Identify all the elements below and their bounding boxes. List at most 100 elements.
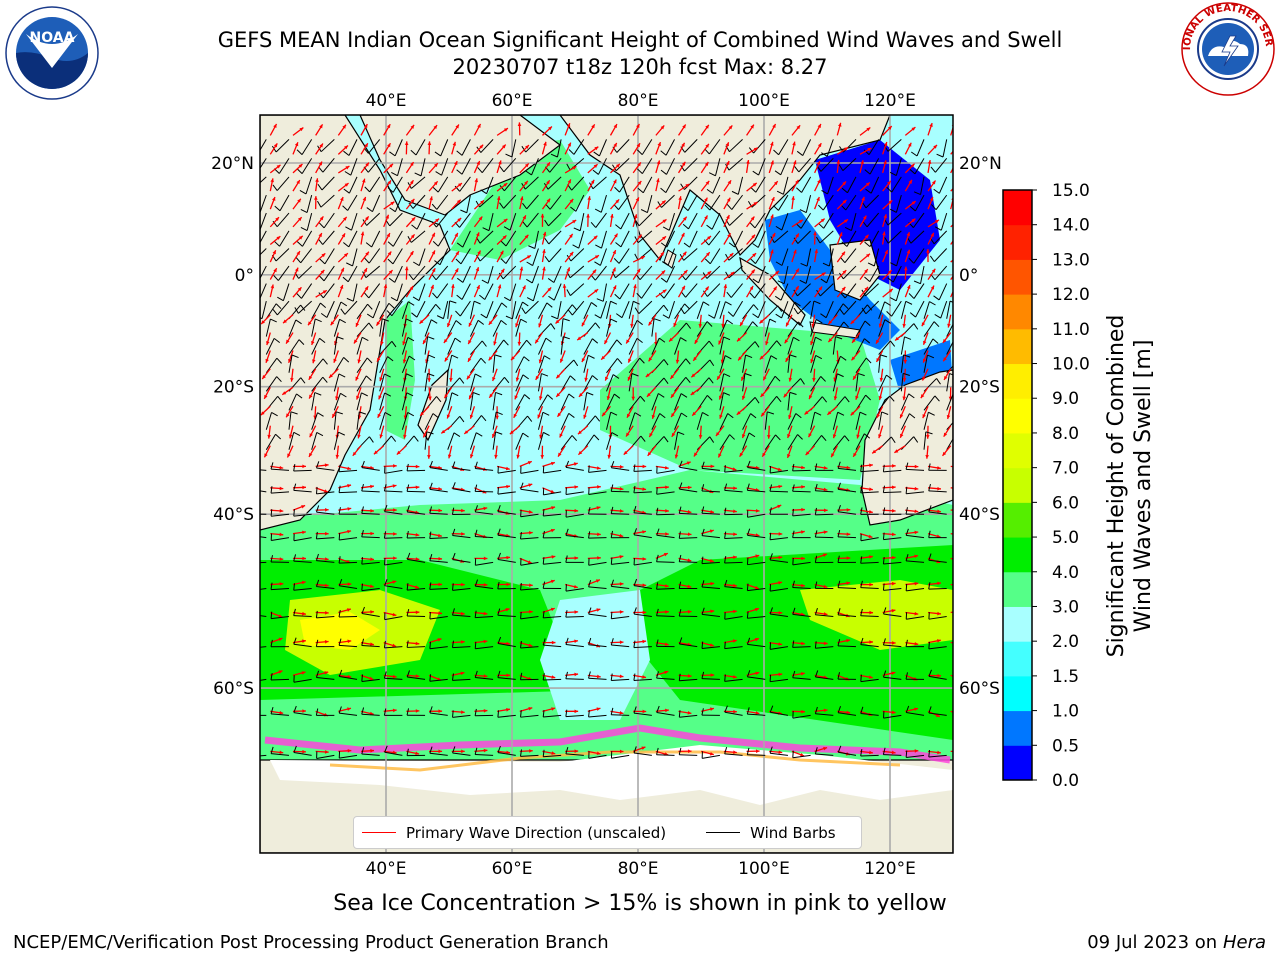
- wind-barb: [878, 354, 888, 373]
- wave-direction-arrow: [878, 314, 884, 328]
- wind-barb: [260, 194, 267, 213]
- wind-barb: [429, 553, 448, 563]
- wind-barb: [499, 194, 517, 209]
- wind-barb: [606, 300, 618, 319]
- wave-direction-arrow: [942, 332, 952, 344]
- wave-direction-arrow: [723, 252, 734, 263]
- wind-barb: [272, 176, 290, 191]
- wave-direction-arrow: [632, 284, 637, 298]
- wind-barb: [588, 709, 607, 718]
- wave-direction-arrow: [655, 235, 667, 246]
- wind-barb: [764, 375, 781, 392]
- wave-direction-arrow: [791, 179, 800, 192]
- wind-barb: [345, 212, 358, 231]
- wave-direction-arrow: [269, 164, 281, 174]
- wave-direction-arrow: [315, 531, 329, 536]
- wave-direction-arrow: [577, 445, 589, 456]
- wind-barb: [905, 528, 925, 539]
- wind-barb: [861, 300, 880, 315]
- colorbar-segment: [1003, 398, 1032, 434]
- wind-barb: [497, 487, 516, 495]
- wave-direction-arrow: [882, 199, 893, 210]
- wave-direction-arrow: [723, 214, 730, 228]
- lon-tick-label: 100°E: [738, 859, 790, 879]
- wind-barb: [356, 411, 367, 430]
- wind-barb: [610, 579, 630, 590]
- wind-barb: [379, 318, 389, 337]
- wave-direction-arrow: [451, 268, 459, 280]
- wind-barb: [769, 746, 788, 756]
- chart-title: GEFS MEAN Indian Ocean Significant Heigh…: [217, 28, 1063, 52]
- wind-barb: [860, 749, 879, 757]
- wave-direction-arrow: [451, 217, 462, 228]
- colorbar-segment: [1003, 710, 1032, 746]
- antarctic-ice-shelf: [270, 745, 953, 805]
- wave-direction-arrow: [542, 750, 556, 755]
- wind-barb: [406, 463, 426, 472]
- wave-direction-arrow: [474, 639, 488, 644]
- wave-direction-arrow: [406, 610, 420, 615]
- wave-direction-arrow: [541, 249, 546, 263]
- wind-barb: [544, 212, 562, 227]
- wind-barb: [583, 302, 598, 319]
- wind-barb: [588, 607, 607, 618]
- wave-direction-arrow: [678, 509, 692, 514]
- wave-direction-arrow: [474, 708, 488, 713]
- wave-direction-arrow: [360, 748, 375, 753]
- wave-direction-arrow: [698, 425, 703, 439]
- wind-barb: [928, 483, 947, 493]
- wave-direction-arrow: [723, 583, 737, 588]
- wind-barb: [633, 464, 652, 472]
- wind-barb: [701, 506, 720, 515]
- wave-direction-arrow: [859, 196, 865, 210]
- wave-direction-arrow: [451, 182, 463, 192]
- wind-barb: [656, 747, 675, 756]
- wave-direction-arrow: [876, 405, 884, 419]
- wind-barb: [260, 561, 267, 564]
- wave-direction-arrow: [265, 350, 271, 364]
- noaa-logo-icon: NOAA: [5, 6, 99, 100]
- wind-barb: [724, 612, 743, 620]
- land-asia: [559, 115, 891, 262]
- wave-direction-arrow: [739, 314, 748, 327]
- wind-barb: [701, 708, 720, 716]
- lat-tick-label: 20°N: [211, 154, 254, 174]
- wind-barb: [719, 413, 734, 430]
- wave-direction-arrow: [812, 368, 816, 382]
- wind-barb: [860, 608, 879, 618]
- wind-barb: [701, 556, 720, 565]
- wave-direction-arrow: [440, 425, 453, 434]
- wind-barb: [928, 641, 947, 650]
- wind-barb: [752, 300, 766, 319]
- wind-barb: [724, 746, 743, 756]
- nws-logo-icon: NATIONAL WEATHER SERVICE: [1174, 0, 1275, 96]
- wave-direction-arrow: [700, 270, 712, 281]
- wave-direction-arrow: [651, 406, 657, 420]
- wave-direction-arrow: [270, 710, 284, 715]
- wind-barb: [769, 553, 789, 563]
- wave-direction-arrow: [791, 160, 797, 174]
- wave-direction-arrow: [360, 583, 374, 589]
- wave-direction-arrow: [947, 314, 952, 328]
- wave-direction-arrow: [677, 232, 685, 245]
- wind-barb: [338, 485, 358, 494]
- colorbar-segment: [1003, 675, 1032, 712]
- wind-barb: [474, 670, 494, 680]
- wind-barb: [610, 460, 630, 471]
- wind-barb: [497, 745, 516, 756]
- wave-direction-arrow: [882, 269, 893, 281]
- wind-barb: [588, 531, 607, 539]
- wave-direction-arrow: [427, 445, 431, 459]
- colorbar-tick-label: 10.0: [1052, 355, 1090, 375]
- wind-barb: [769, 465, 789, 474]
- wave-direction-arrow: [736, 332, 748, 342]
- wave-direction-arrow: [631, 387, 636, 401]
- wave-direction-arrow: [836, 218, 849, 228]
- wave-direction-arrow: [904, 231, 910, 245]
- wind-barb: [260, 754, 267, 757]
- wind-barb: [774, 158, 789, 176]
- legend-label-wave: Primary Wave Direction (unscaled): [406, 823, 667, 842]
- wave-direction-arrow: [402, 350, 408, 364]
- wind-barb: [706, 176, 721, 194]
- wind-barb: [384, 504, 403, 515]
